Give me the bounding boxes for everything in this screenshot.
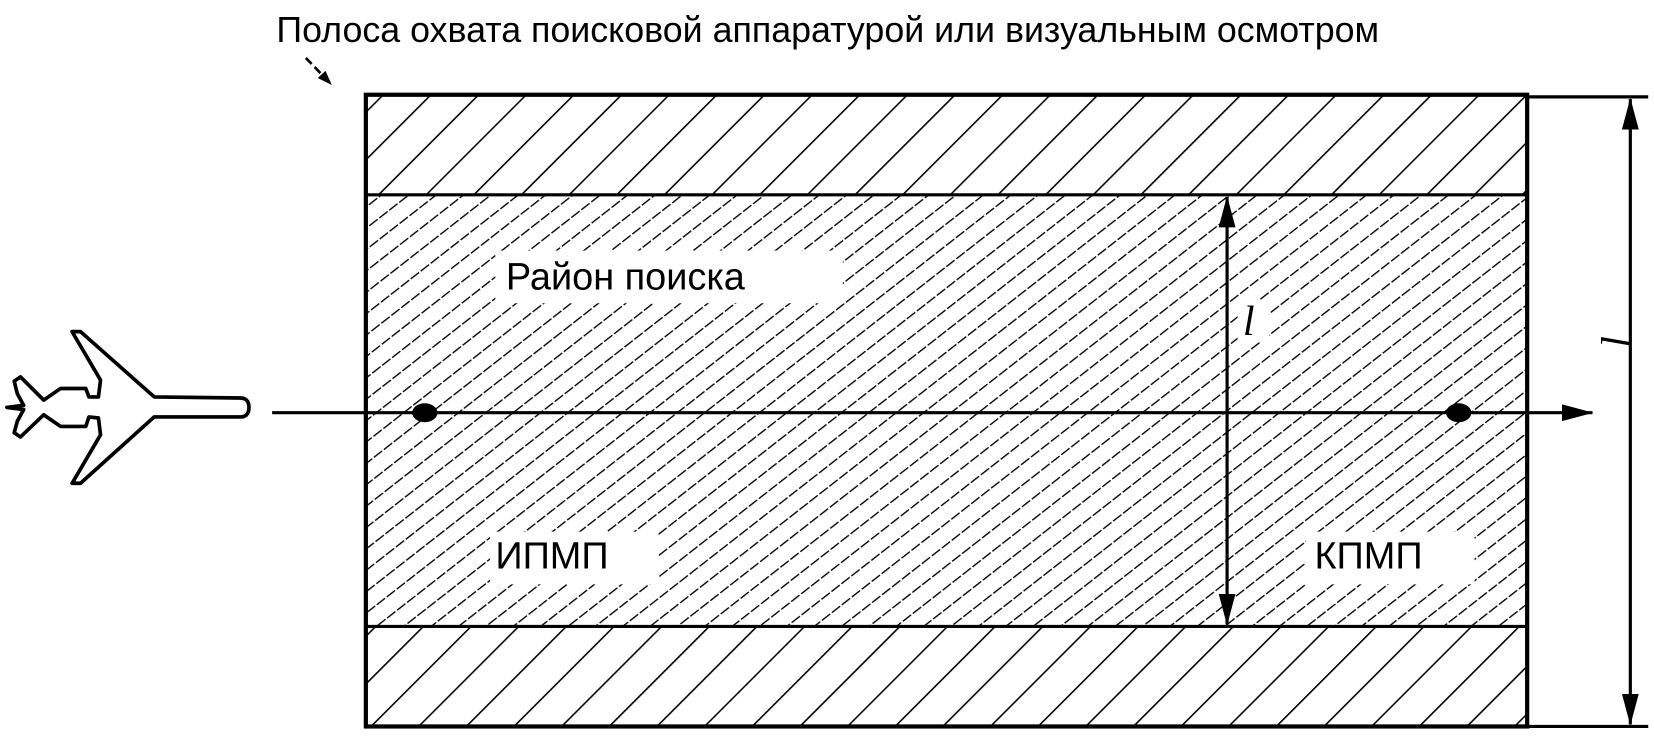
end-point-label: КПМП <box>1314 536 1422 578</box>
start-point-label: ИПМП <box>495 536 608 578</box>
area-outline <box>363 92 1530 729</box>
search-area-label: Район поиска <box>506 257 746 299</box>
coverage-strip-bottom <box>365 626 1528 727</box>
coverage-strip-top <box>365 94 1528 195</box>
title-pointer-arrow-icon <box>304 56 333 86</box>
diagram-title: Полоса охвата поисковой аппаратурой или … <box>276 10 1379 50</box>
airplane-icon <box>4 329 251 486</box>
outer-dimension-label: l <box>1591 335 1638 347</box>
end-point-marker <box>1446 403 1472 423</box>
start-point-marker <box>412 403 438 423</box>
inner-dimension-label: l <box>1243 298 1255 345</box>
